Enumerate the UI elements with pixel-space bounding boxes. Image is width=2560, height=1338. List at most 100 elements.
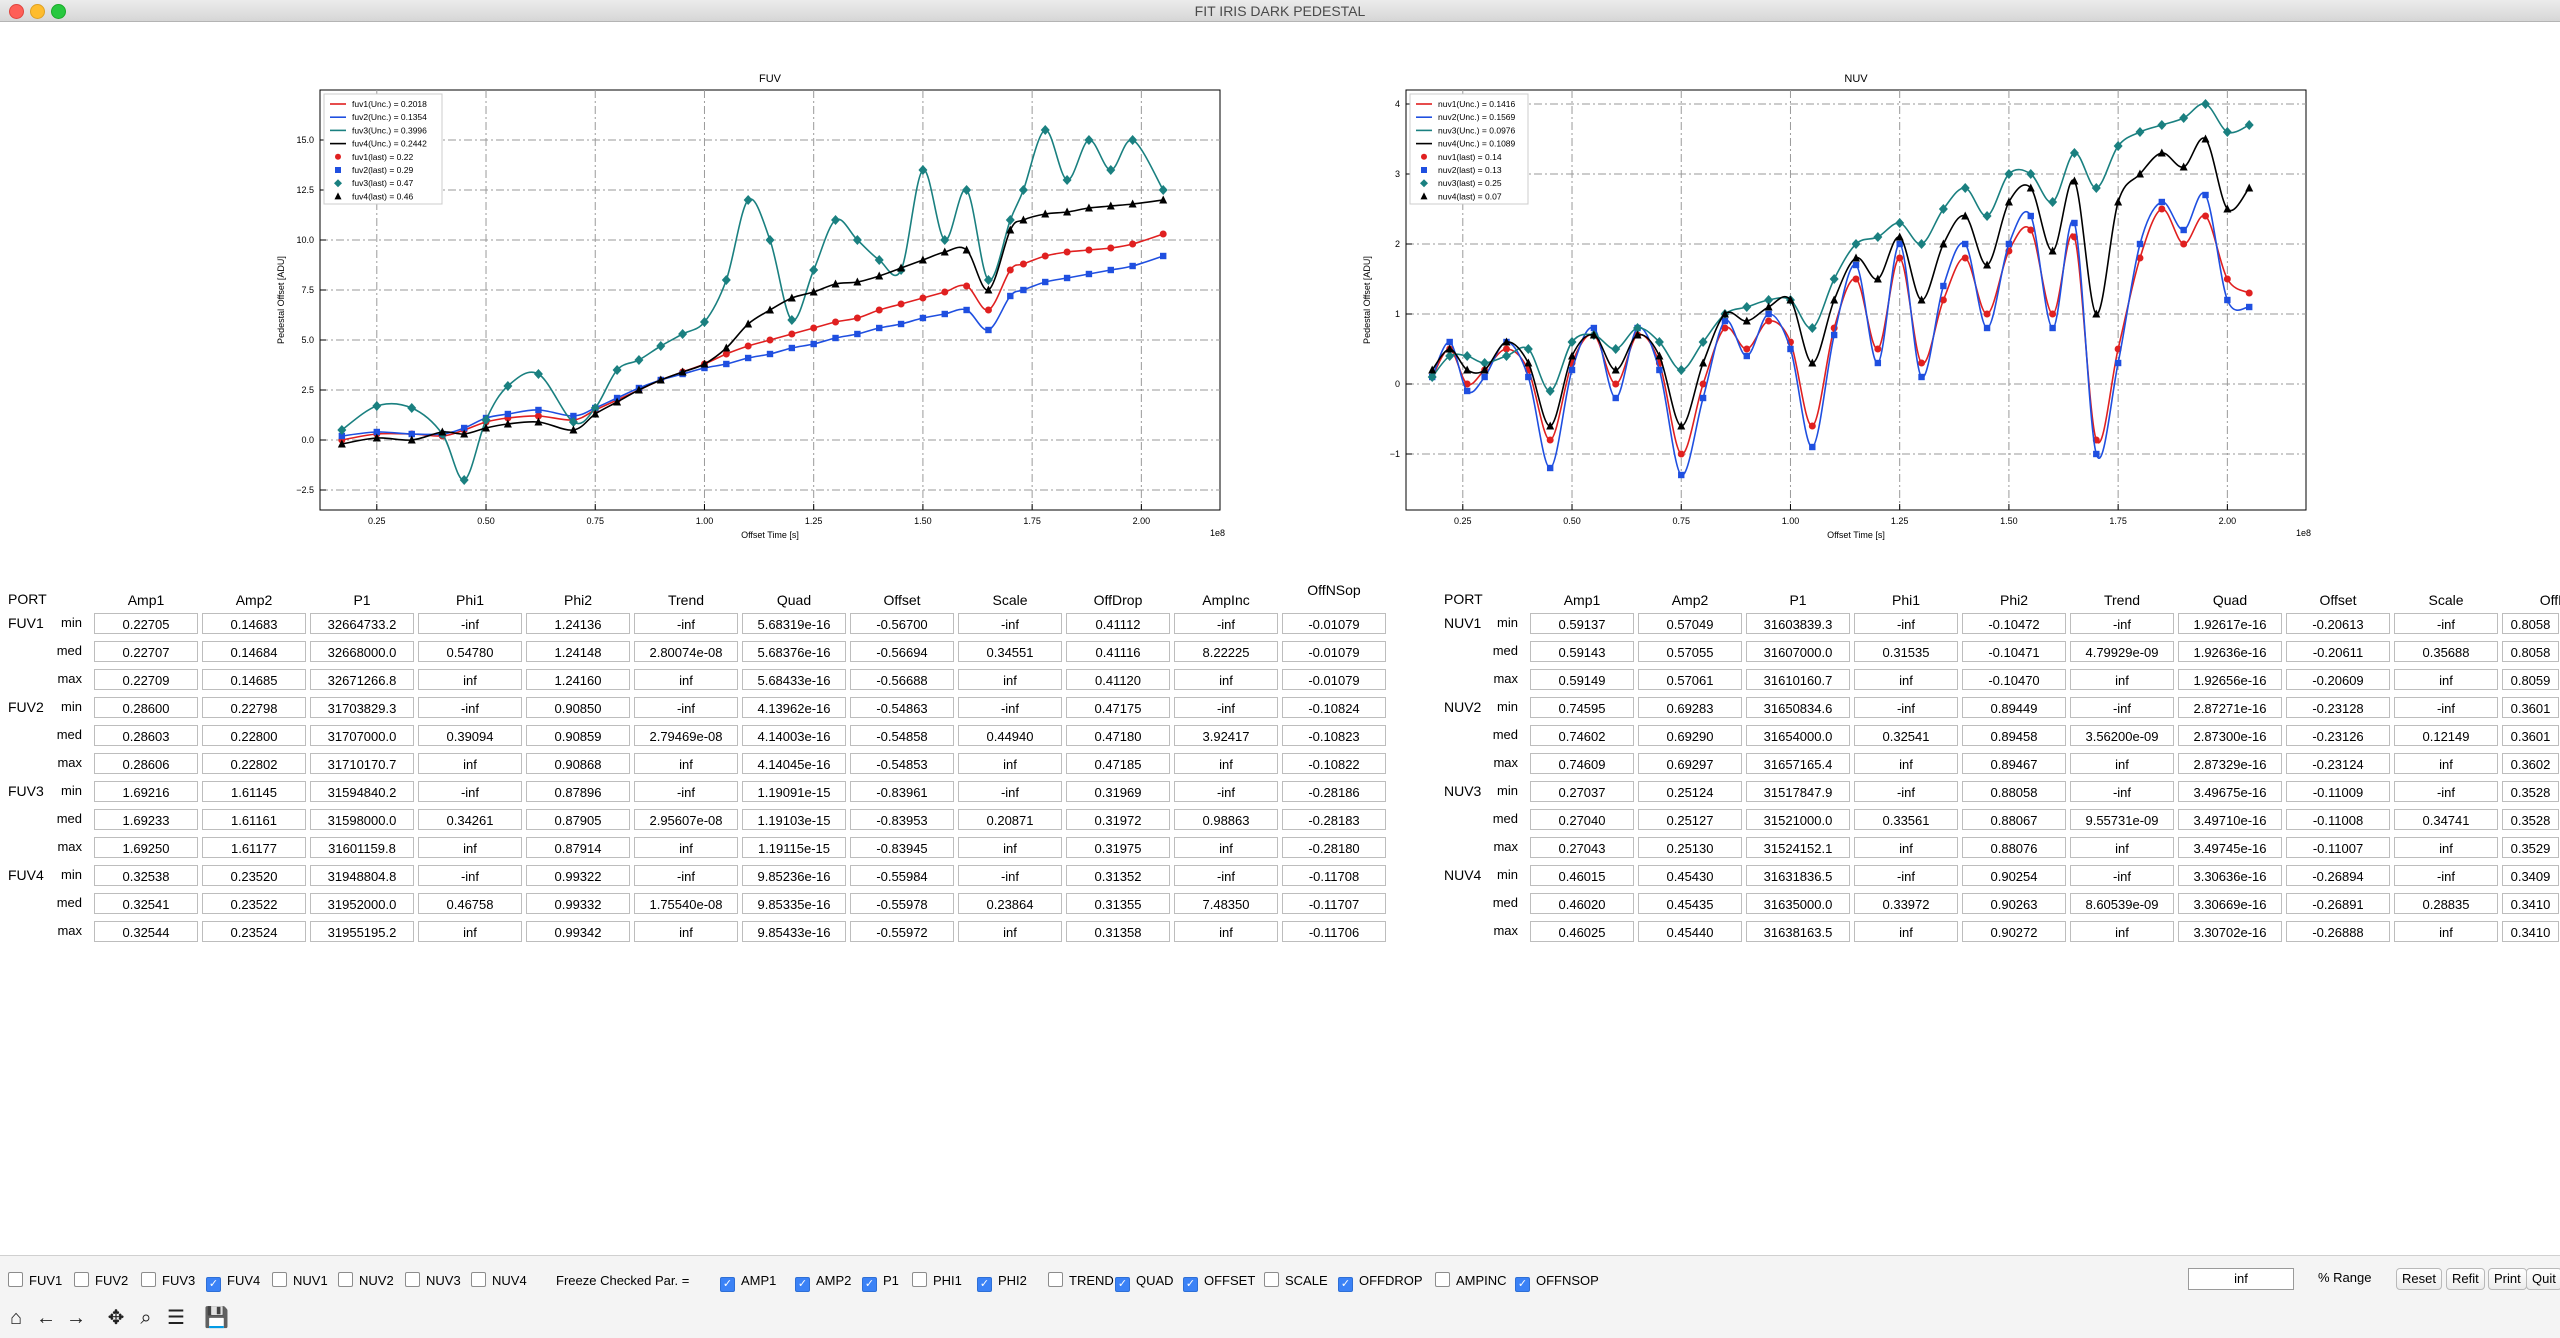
checkbox-box[interactable]: ✓ [795, 1277, 810, 1292]
param-value-cell[interactable]: 0.32541 [94, 893, 198, 914]
param-value-cell[interactable]: 0.3601 [2502, 725, 2559, 746]
checkbox-box[interactable]: ✓ [1183, 1277, 1198, 1292]
param-value-cell[interactable]: 0.22705 [94, 613, 198, 634]
param-value-cell[interactable]: 0.90859 [526, 725, 630, 746]
port-checkbox-fuv3[interactable]: FUV3 [141, 1272, 195, 1290]
param-value-cell[interactable]: 0.54780 [418, 641, 522, 662]
param-value-cell[interactable]: -inf [1854, 613, 1958, 634]
checkbox-box[interactable] [338, 1272, 353, 1287]
param-value-cell[interactable]: -0.10471 [1962, 641, 2066, 662]
param-value-cell[interactable]: 0.45435 [1638, 893, 1742, 914]
param-value-cell[interactable]: 3.30636e-16 [2178, 865, 2282, 886]
param-value-cell[interactable]: -0.23124 [2286, 753, 2390, 774]
param-value-cell[interactable]: -inf [2394, 781, 2498, 802]
param-value-cell[interactable]: 8.60539e-09 [2070, 893, 2174, 914]
param-value-cell[interactable]: 0.69290 [1638, 725, 1742, 746]
param-value-cell[interactable]: 0.45430 [1638, 865, 1742, 886]
param-value-cell[interactable]: 31948804.8 [310, 865, 414, 886]
param-checkbox-p1[interactable]: ✓ P1 [862, 1272, 899, 1292]
param-value-cell[interactable]: 31631836.5 [1746, 865, 1850, 886]
checkbox-box[interactable]: ✓ [977, 1277, 992, 1292]
param-value-cell[interactable]: 3.92417 [1174, 725, 1278, 746]
settings-sliders-icon[interactable]: ☰ [167, 1307, 185, 1329]
param-value-cell[interactable]: 0.89467 [1962, 753, 2066, 774]
param-value-cell[interactable]: 3.30669e-16 [2178, 893, 2282, 914]
param-value-cell[interactable]: 31524152.1 [1746, 837, 1850, 858]
param-value-cell[interactable]: inf [634, 669, 738, 690]
param-value-cell[interactable]: 1.92656e-16 [2178, 669, 2282, 690]
param-value-cell[interactable]: -inf [418, 781, 522, 802]
param-checkbox-offdrop[interactable]: ✓ OFFDROP [1338, 1272, 1423, 1292]
param-value-cell[interactable]: 3.49710e-16 [2178, 809, 2282, 830]
param-value-cell[interactable]: -inf [2070, 781, 2174, 802]
param-value-cell[interactable]: -inf [634, 865, 738, 886]
param-value-cell[interactable]: -inf [418, 697, 522, 718]
param-value-cell[interactable]: inf [1174, 669, 1278, 690]
param-value-cell[interactable]: 0.3410 [2502, 893, 2559, 914]
param-value-cell[interactable]: -inf [2070, 697, 2174, 718]
param-value-cell[interactable]: 0.28835 [2394, 893, 2498, 914]
param-value-cell[interactable]: 0.31352 [1066, 865, 1170, 886]
checkbox-box[interactable] [471, 1272, 486, 1287]
param-value-cell[interactable]: 2.80074e-08 [634, 641, 738, 662]
param-value-cell[interactable]: 31710170.7 [310, 753, 414, 774]
param-value-cell[interactable]: 0.27040 [1530, 809, 1634, 830]
param-value-cell[interactable]: 0.8058 [2502, 641, 2559, 662]
param-value-cell[interactable]: 32668000.0 [310, 641, 414, 662]
param-value-cell[interactable]: -0.10822 [1282, 753, 1386, 774]
port-checkbox-fuv1[interactable]: FUV1 [8, 1272, 62, 1290]
param-value-cell[interactable]: 1.75540e-08 [634, 893, 738, 914]
param-checkbox-offnsop[interactable]: ✓ OFFNSOP [1515, 1272, 1599, 1292]
param-value-cell[interactable]: inf [958, 921, 1062, 942]
param-value-cell[interactable]: 0.31972 [1066, 809, 1170, 830]
param-value-cell[interactable]: 3.49745e-16 [2178, 837, 2282, 858]
param-value-cell[interactable]: 1.19115e-15 [742, 837, 846, 858]
param-value-cell[interactable]: 0.22709 [94, 669, 198, 690]
param-value-cell[interactable]: 31657165.4 [1746, 753, 1850, 774]
checkbox-box[interactable] [8, 1272, 23, 1287]
pan-icon[interactable]: ✥ [107, 1307, 125, 1329]
reset-button[interactable]: Reset [2396, 1268, 2442, 1290]
param-value-cell[interactable]: 0.3528 [2502, 781, 2559, 802]
param-value-cell[interactable]: 1.92636e-16 [2178, 641, 2282, 662]
param-value-cell[interactable]: 0.90868 [526, 753, 630, 774]
param-value-cell[interactable]: 0.47175 [1066, 697, 1170, 718]
param-value-cell[interactable]: 31952000.0 [310, 893, 414, 914]
param-value-cell[interactable]: 0.31535 [1854, 641, 1958, 662]
checkbox-box[interactable]: ✓ [1338, 1277, 1353, 1292]
checkbox-box[interactable] [74, 1272, 89, 1287]
param-value-cell[interactable]: 0.69297 [1638, 753, 1742, 774]
param-value-cell[interactable]: 0.45440 [1638, 921, 1742, 942]
param-value-cell[interactable]: 0.23864 [958, 893, 1062, 914]
param-value-cell[interactable]: 3.49675e-16 [2178, 781, 2282, 802]
param-value-cell[interactable]: -inf [958, 865, 1062, 886]
param-value-cell[interactable]: 2.87271e-16 [2178, 697, 2282, 718]
param-value-cell[interactable]: 0.57049 [1638, 613, 1742, 634]
param-value-cell[interactable]: 0.25130 [1638, 837, 1742, 858]
param-value-cell[interactable]: 0.74602 [1530, 725, 1634, 746]
param-value-cell[interactable]: inf [1174, 837, 1278, 858]
checkbox-box[interactable] [1048, 1272, 1063, 1287]
param-value-cell[interactable]: 31594840.2 [310, 781, 414, 802]
param-value-cell[interactable]: 0.57055 [1638, 641, 1742, 662]
param-value-cell[interactable]: 1.24160 [526, 669, 630, 690]
param-value-cell[interactable]: 31598000.0 [310, 809, 414, 830]
param-value-cell[interactable]: -0.11707 [1282, 893, 1386, 914]
param-checkbox-phi1[interactable]: PHI1 [912, 1272, 962, 1290]
param-value-cell[interactable]: inf [634, 837, 738, 858]
param-value-cell[interactable]: 0.47180 [1066, 725, 1170, 746]
param-value-cell[interactable]: -0.56688 [850, 669, 954, 690]
param-value-cell[interactable]: 0.59143 [1530, 641, 1634, 662]
param-checkbox-amp2[interactable]: ✓ AMP2 [795, 1272, 851, 1292]
param-value-cell[interactable]: 0.27043 [1530, 837, 1634, 858]
param-value-cell[interactable]: -0.11009 [2286, 781, 2390, 802]
param-value-cell[interactable]: -0.56700 [850, 613, 954, 634]
param-value-cell[interactable]: -0.01079 [1282, 641, 1386, 662]
param-value-cell[interactable]: 0.99342 [526, 921, 630, 942]
param-value-cell[interactable]: 31610160.7 [1746, 669, 1850, 690]
param-value-cell[interactable]: -0.23128 [2286, 697, 2390, 718]
param-value-cell[interactable]: -inf [1174, 613, 1278, 634]
param-value-cell[interactable]: 31955195.2 [310, 921, 414, 942]
param-value-cell[interactable]: -inf [2394, 697, 2498, 718]
fuv-plot[interactable]: FUV 0.25 0.50 0.75 1.00 1.25 1.50 1.75 2.00 −2.5 0… [270, 60, 1230, 550]
